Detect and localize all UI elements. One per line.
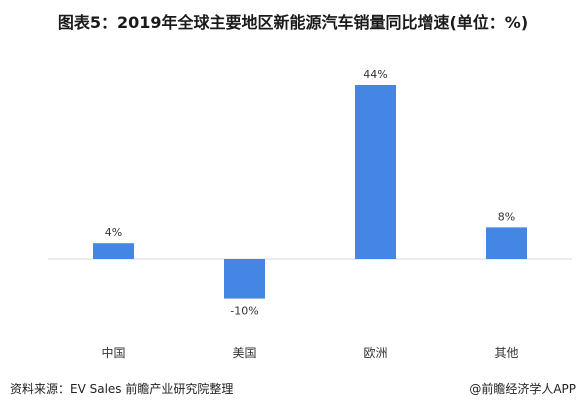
brand-credit: @前瞻经济学人APP [469, 382, 576, 396]
bar-3 [355, 85, 396, 259]
data-label-4: 8% [498, 210, 515, 223]
bar-4 [486, 227, 527, 259]
bar-2 [224, 259, 265, 299]
bar-1 [93, 243, 134, 259]
category-label-1: 中国 [101, 345, 125, 360]
data-label-3: 44% [363, 68, 387, 81]
chart-title: 图表5：2019年全球主要地区新能源汽车销量同比增速(单位：%) [57, 13, 529, 32]
category-label-3: 欧洲 [363, 346, 387, 360]
category-label-2: 美国 [232, 346, 256, 360]
data-label-1: 4% [105, 226, 122, 239]
category-label-4: 其他 [494, 346, 518, 360]
data-label-2: -10% [230, 305, 258, 318]
source-note: 资料来源：EV Sales 前瞻产业研究院整理 [10, 382, 234, 396]
